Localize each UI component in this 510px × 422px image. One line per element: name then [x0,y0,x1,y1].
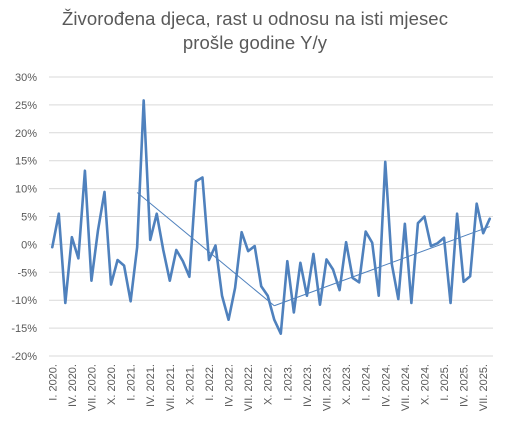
series [50,99,492,335]
x-tick-label: I. 2024. [361,364,373,401]
x-tick-label: IV. 2021. [145,364,157,407]
y-tick-label: -10% [11,295,37,307]
y-tick-label: -15% [11,323,37,335]
x-tick-label: I. 2025. [439,364,451,401]
y-tick-label: 5% [21,212,37,224]
x-tick-label: I. 2022. [204,364,216,401]
x-tick-label: I. 2021. [126,364,138,401]
x-axis-labels: I. 2020. IV. 2020. VII. 2020. X. 2020. I. 20… [47,364,490,411]
x-tick-label: VII. 2025. [478,364,490,411]
gridlines [49,76,493,357]
y-tick-label: 10% [15,184,37,196]
x-tick-label: IV. 2023. [302,364,314,407]
x-tick-label: VII. 2022. [243,364,255,411]
y-tick-label: -20% [11,351,37,363]
x-tick-label: I. 2023. [282,364,294,401]
y-axis-labels: 30% 25% 20% 15% 10% 5% 0% -5% -10% -15% -20% [11,72,37,363]
x-tick-label: I. 2020. [47,364,59,401]
x-tick-label: IV. 2025. [459,364,471,407]
chart-title-line-1: Živorođena djeca, rast u odnosu na isti … [61,8,449,29]
x-tick-label: VII. 2024. [400,364,412,411]
y-tick-label: -5% [17,267,37,279]
y-tick-label: 25% [15,100,37,112]
y-tick-label: 30% [15,72,37,84]
x-tick-label: X. 2022. [263,364,275,405]
x-tick-label: IV. 2024. [380,364,392,407]
x-tick-label: VII. 2020. [86,364,98,411]
x-tick-label: VII. 2021. [165,364,177,411]
series-line [50,99,492,335]
x-tick-label: VII. 2023. [322,364,334,411]
y-tick-label: 0% [21,239,37,251]
chart-title-line-2: prošle godine Y/y [182,32,328,53]
x-tick-label: X. 2024. [419,364,431,405]
trendline [274,226,490,307]
y-tick-label: 15% [15,156,37,168]
trendlines [136,192,490,307]
x-tick-label: X. 2020. [106,364,118,405]
x-tick-label: IV. 2022. [224,364,236,407]
trendline [136,192,275,307]
y-tick-label: 20% [15,128,37,140]
x-tick-label: IV. 2020. [67,364,79,407]
x-tick-label: X. 2021. [184,364,196,405]
x-tick-label: X. 2023. [341,364,353,405]
